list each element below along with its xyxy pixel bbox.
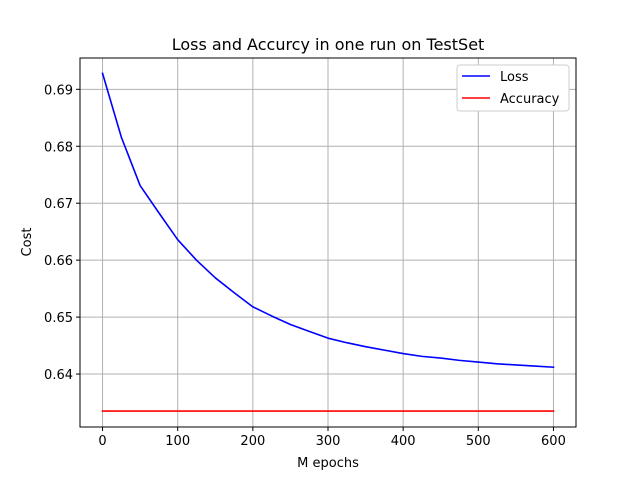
y-tick-label: 0.64 xyxy=(44,368,73,383)
series-layer xyxy=(101,72,555,412)
x-tick-label: 200 xyxy=(240,434,265,449)
y-axis-label: Cost xyxy=(20,228,35,257)
y-tick-label: 0.67 xyxy=(44,197,73,212)
x-axis-label: M epochs xyxy=(297,456,359,471)
series-line-loss xyxy=(101,72,555,369)
x-tick-label: 100 xyxy=(165,434,190,449)
legend: Loss Accuracy xyxy=(456,64,570,112)
x-tick-label: 500 xyxy=(466,434,491,449)
chart-title: Loss and Accurcy in one run on TestSet xyxy=(172,35,485,54)
y-tick-label: 0.69 xyxy=(44,83,73,98)
y-tick-label: 0.68 xyxy=(44,140,73,155)
axis-ticks: 0 100 200 300 400 500 600 0.64 0.65 0.66 0.67 0.68 0… xyxy=(44,83,566,449)
y-tick-label: 0.65 xyxy=(44,311,73,326)
legend-label-accuracy: Accuracy xyxy=(500,92,560,107)
grid xyxy=(80,58,576,427)
x-tick-label: 300 xyxy=(316,434,341,449)
x-tick-label: 600 xyxy=(541,434,566,449)
x-tick-label: 400 xyxy=(391,434,416,449)
x-tick-label: 0 xyxy=(98,434,106,449)
y-tick-label: 0.66 xyxy=(44,254,73,269)
legend-label-loss: Loss xyxy=(500,70,529,85)
